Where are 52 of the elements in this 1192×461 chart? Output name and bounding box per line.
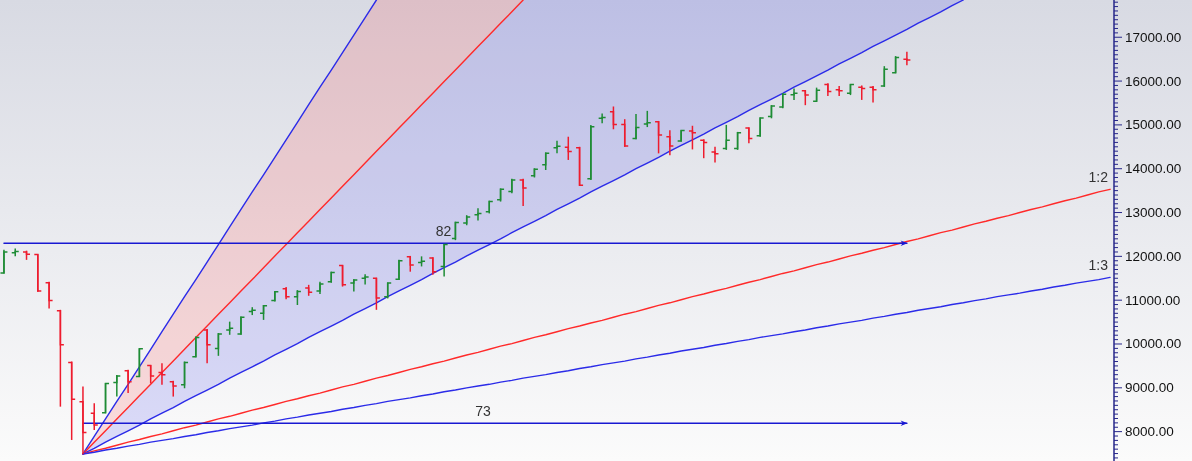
candlestick <box>372 277 381 311</box>
candlestick <box>214 332 223 357</box>
candlestick <box>236 315 246 336</box>
candlestick <box>575 146 584 187</box>
candlestick <box>44 281 54 310</box>
candlestick <box>78 385 88 455</box>
series-label: 82 <box>435 223 452 240</box>
candlestick <box>0 249 9 275</box>
y-tick-label: 8000.00 <box>1125 424 1174 440</box>
candlestick <box>654 120 663 155</box>
candlestick <box>834 85 844 97</box>
candlestick <box>665 129 675 156</box>
series-label: 73 <box>475 403 491 420</box>
candlestick <box>880 65 889 88</box>
y-tick-label: 9000.00 <box>1125 380 1174 396</box>
y-tick-label: 14000.00 <box>1125 161 1182 177</box>
candlestick <box>89 402 99 431</box>
y-tick-label: 11000.00 <box>1125 292 1181 308</box>
candlestick <box>360 273 370 286</box>
y-tick-label: 17000.00 <box>1125 29 1182 45</box>
y-tick-label: 12000.00 <box>1125 248 1182 264</box>
candlestick <box>123 369 133 394</box>
candlestick <box>33 253 43 293</box>
candlestick <box>338 264 347 288</box>
series-label: 1:3 <box>1088 257 1109 274</box>
candlestick <box>56 309 65 408</box>
candlestick <box>868 85 878 104</box>
candlestick <box>699 138 708 159</box>
candlestick <box>688 125 697 151</box>
candlestick <box>112 374 122 398</box>
candlestick <box>101 382 110 414</box>
candlestick <box>180 360 189 390</box>
y-tick-label: 16000.00 <box>1125 73 1182 89</box>
candlestick <box>67 360 76 441</box>
candlestick <box>620 118 629 148</box>
candlestick <box>394 259 404 281</box>
y-tick-label: 15000.00 <box>1125 117 1182 133</box>
candlestick <box>202 328 212 365</box>
candlestick <box>710 146 720 164</box>
candlestick <box>755 116 765 138</box>
candlestick <box>451 220 460 241</box>
series-label: 1:2 <box>1088 169 1109 186</box>
y-tick-label: 10000.00 <box>1125 336 1182 352</box>
candlestick <box>439 243 449 278</box>
candlestick <box>586 124 596 181</box>
candlestick <box>631 113 641 141</box>
candlestick <box>609 105 618 131</box>
candlestick <box>518 178 528 207</box>
y-tick-label: 13000.00 <box>1125 205 1182 221</box>
candlestick <box>902 50 912 67</box>
candlestick <box>135 347 144 378</box>
candlestick <box>191 335 201 358</box>
